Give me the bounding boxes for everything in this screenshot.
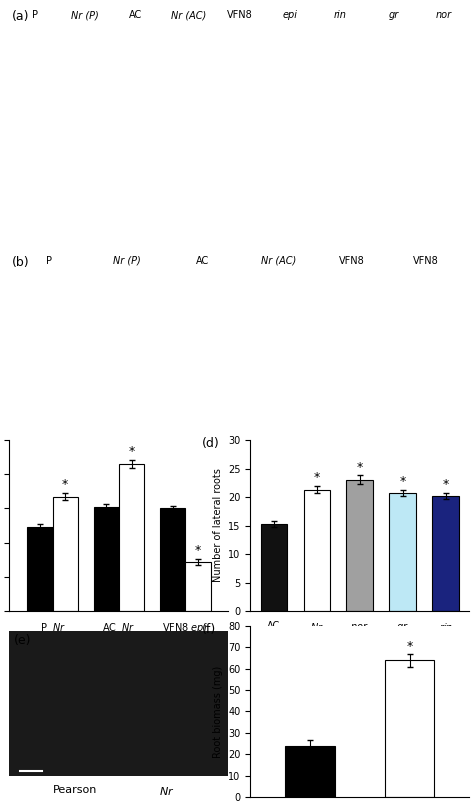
Bar (27, 527, 53, 611)
Bar (94, 507, 119, 611)
Text: (d): (d) (202, 437, 220, 449)
Bar (390, 493, 416, 611)
Bar (346, 480, 373, 611)
Text: P: P (32, 10, 38, 20)
Text: Pearson: Pearson (53, 785, 97, 795)
Bar (285, 746, 335, 797)
Text: 1 μM: 1 μM (267, 409, 290, 418)
Text: 1 μM: 1 μM (37, 409, 60, 418)
Y-axis label: Root biomass (mg): Root biomass (mg) (213, 666, 223, 758)
Bar (261, 524, 287, 611)
Text: *: * (406, 640, 413, 653)
Text: (a): (a) (12, 10, 29, 23)
Text: nor: nor (436, 10, 452, 20)
Text: *: * (314, 472, 320, 485)
Text: *: * (400, 475, 406, 488)
Text: P: P (46, 256, 52, 266)
Y-axis label: Number of lateral roots: Number of lateral roots (212, 469, 222, 582)
Text: (e): (e) (14, 634, 31, 647)
Text: VFN8: VFN8 (413, 256, 438, 266)
Bar (303, 489, 330, 611)
Text: 1 μM: 1 μM (341, 409, 363, 418)
Text: Nr (P): Nr (P) (72, 10, 99, 20)
Bar (432, 496, 459, 611)
Text: 1 μM: 1 μM (116, 409, 138, 418)
Text: *: * (128, 445, 135, 458)
Bar (185, 562, 210, 611)
Text: Nr (AC): Nr (AC) (171, 10, 206, 20)
Text: epi: epi (283, 10, 298, 20)
Text: *: * (443, 478, 449, 491)
Bar (53, 497, 78, 611)
Bar (160, 509, 185, 611)
Text: gr: gr (388, 10, 399, 20)
Text: 1 μM: 1 μM (191, 409, 214, 418)
Bar (385, 660, 435, 797)
Text: *: * (195, 544, 201, 557)
Text: VFN8: VFN8 (339, 256, 365, 266)
Text: (f): (f) (202, 622, 217, 635)
Text: 0.5 μM: 0.5 μM (410, 409, 441, 418)
Text: AC: AC (196, 256, 209, 266)
Text: Nr (AC): Nr (AC) (261, 256, 296, 266)
Bar (119, 464, 144, 611)
Text: $\mathit{Nr}$: $\mathit{Nr}$ (159, 785, 175, 797)
Text: (b): (b) (12, 256, 29, 269)
Text: VFN8: VFN8 (227, 10, 252, 20)
Text: rin: rin (334, 10, 347, 20)
Text: Nr (P): Nr (P) (113, 256, 141, 266)
Bar (9, 631, 228, 776)
Text: AC: AC (129, 10, 143, 20)
Text: *: * (62, 478, 68, 491)
Text: *: * (356, 461, 363, 473)
